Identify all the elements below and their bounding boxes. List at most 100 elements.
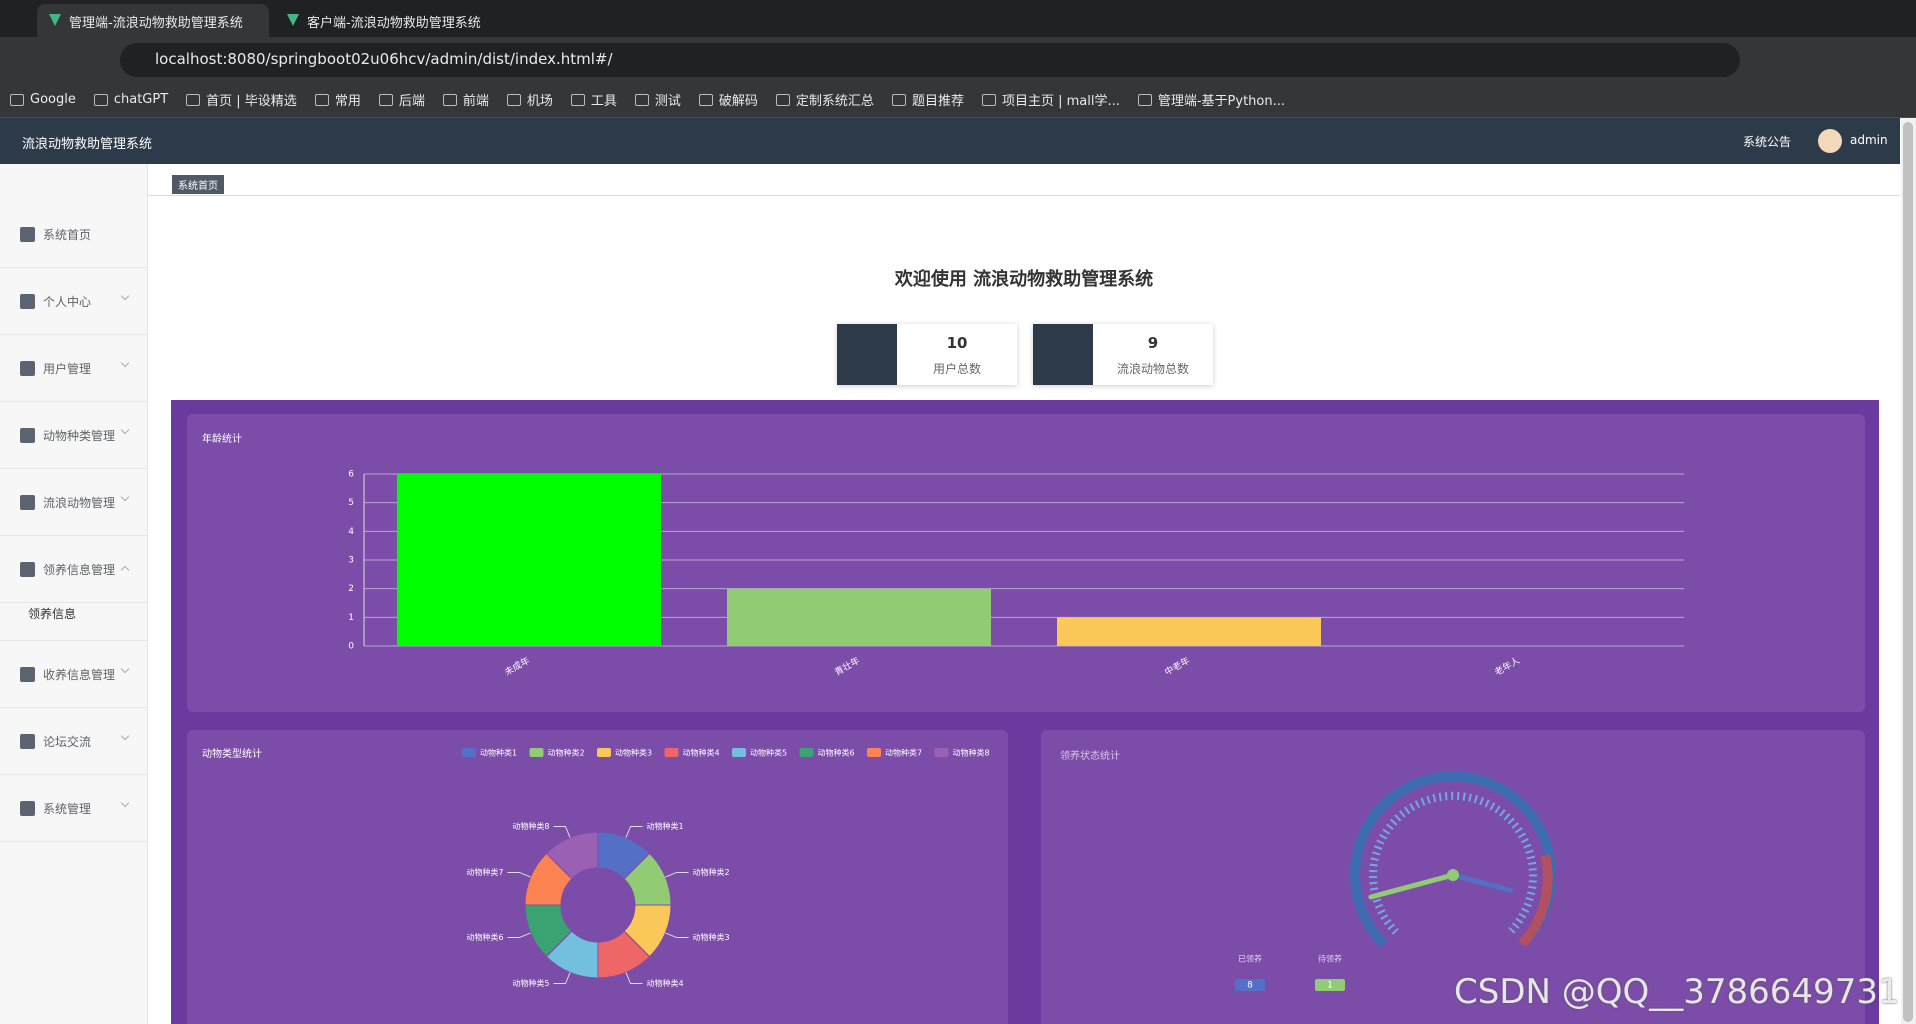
menu-label: 领养信息管理 bbox=[43, 563, 116, 577]
menu-icon bbox=[20, 562, 35, 577]
bookmark-label: 项目主页 | mall学... bbox=[1001, 94, 1120, 109]
bar bbox=[397, 474, 661, 646]
label-line bbox=[625, 972, 643, 985]
bar bbox=[727, 588, 991, 646]
menu-label: 动物种类管理 bbox=[43, 429, 116, 443]
bar bbox=[1057, 617, 1321, 646]
chevron bbox=[120, 798, 130, 808]
bookmark[interactable]: 项目主页 | mall学... bbox=[981, 90, 1120, 109]
menu-label: 收养信息管理 bbox=[43, 668, 116, 682]
gauge-center bbox=[1447, 869, 1459, 881]
slice-label: 动物种类7 bbox=[466, 867, 503, 877]
bookmark-label: 后端 bbox=[398, 94, 425, 109]
label-line bbox=[553, 825, 571, 838]
bookmarks: Google chatGPT 首页 | 毕设精选 常用 后端 前端 机场 工具 测试 破解码 定制系… bbox=[10, 90, 1285, 109]
bookmark-label: 常用 bbox=[334, 94, 361, 109]
menu-item[interactable]: 系统管理 bbox=[0, 775, 147, 842]
legend-label: 已领养 bbox=[1238, 954, 1262, 964]
user-name[interactable]: admin bbox=[1850, 133, 1888, 147]
y-tick-label: 3 bbox=[348, 556, 354, 566]
bookmark[interactable]: 后端 bbox=[378, 90, 425, 109]
bookmark[interactable]: chatGPT bbox=[93, 90, 168, 109]
label-line bbox=[507, 871, 531, 878]
submenu-item[interactable]: 领养信息 bbox=[0, 603, 147, 641]
slice-label: 动物种类3 bbox=[693, 932, 730, 942]
bookmark[interactable]: Google bbox=[10, 90, 76, 109]
bookmark[interactable]: 定制系统汇总 bbox=[775, 90, 874, 109]
breadcrumb-divider bbox=[148, 195, 1900, 196]
chart-title: 动物类型统计 bbox=[202, 747, 262, 760]
bookmark[interactable]: 测试 bbox=[634, 90, 681, 109]
menu-label: 流浪动物管理 bbox=[43, 496, 116, 510]
menu-item[interactable]: 个人中心 bbox=[0, 268, 147, 335]
avatar[interactable] bbox=[1818, 129, 1842, 153]
url[interactable]: localhost:8080/springboot02u06hcv/admin/… bbox=[155, 50, 613, 68]
breadcrumb[interactable]: 系统首页 bbox=[172, 175, 224, 194]
bookmark[interactable]: 首页 | 毕设精选 bbox=[186, 90, 297, 109]
bookmark[interactable]: 管理端-基于Python... bbox=[1137, 90, 1286, 109]
menu-item[interactable]: 系统首页 bbox=[0, 201, 147, 268]
address-bar[interactable] bbox=[120, 43, 1740, 77]
bookmark-icon bbox=[314, 93, 329, 106]
app-title: 流浪动物救助管理系统 bbox=[22, 137, 153, 152]
legend-swatch bbox=[867, 748, 881, 757]
menu-icon bbox=[20, 801, 35, 816]
tab-title: 管理端-流浪动物救助管理系统 bbox=[69, 16, 243, 31]
bookmark-icon bbox=[634, 93, 649, 106]
y-tick-label: 6 bbox=[348, 470, 354, 480]
bookmark[interactable]: 工具 bbox=[570, 90, 617, 109]
menu-item[interactable]: 流浪动物管理 bbox=[0, 469, 147, 536]
badge-value: 8 bbox=[1247, 981, 1253, 991]
bookmark-label: 管理端-基于Python... bbox=[1157, 94, 1286, 109]
label-line bbox=[665, 871, 689, 878]
bookmark-icon bbox=[506, 93, 521, 106]
menu-item[interactable]: 领养信息管理 bbox=[0, 536, 147, 603]
menu-item[interactable]: 论坛交流 bbox=[0, 708, 147, 775]
slice-label: 动物种类5 bbox=[512, 978, 549, 988]
stat-card: 9 流浪动物总数 bbox=[1033, 324, 1213, 385]
chart-title: 领养状态统计 bbox=[1060, 749, 1120, 762]
bookmark[interactable]: 常用 bbox=[314, 90, 361, 109]
browser-tab[interactable]: 管理端-流浪动物救助管理系统 bbox=[37, 4, 269, 37]
slice-label: 动物种类6 bbox=[466, 932, 503, 942]
menu: 系统首页 个人中心用户管理动物种类管理 流浪动物管理 领养信息管理领养信息收养信息管理… bbox=[0, 201, 147, 842]
bookmark[interactable]: 破解码 bbox=[698, 90, 758, 109]
tab-title: 客户端-流浪动物救助管理系统 bbox=[307, 16, 481, 31]
value-badge bbox=[1235, 979, 1265, 991]
legend-label: 动物种类6 bbox=[818, 748, 855, 758]
legend-swatch bbox=[597, 748, 611, 757]
bookmark-label: 工具 bbox=[590, 94, 617, 109]
bookmark-label: 前端 bbox=[462, 94, 489, 109]
menu-label: 用户管理 bbox=[43, 362, 92, 376]
menu-item[interactable]: 收养信息管理 bbox=[0, 641, 147, 708]
chevron bbox=[120, 731, 130, 741]
chart-title: 年龄统计 bbox=[202, 432, 242, 445]
legend-label: 动物种类4 bbox=[683, 748, 720, 758]
bookmark[interactable]: 前端 bbox=[442, 90, 489, 109]
gauge-needle bbox=[1368, 872, 1456, 900]
slice-label: 动物种类2 bbox=[693, 867, 730, 877]
scrollbar-thumb[interactable] bbox=[1903, 122, 1913, 1022]
legend-swatch bbox=[799, 748, 814, 757]
badge-value: 1 bbox=[1327, 981, 1333, 991]
slice-label: 动物种类1 bbox=[647, 821, 684, 831]
bookmark-icon bbox=[10, 93, 24, 106]
label-line bbox=[553, 972, 571, 985]
menu-icon bbox=[20, 495, 35, 510]
stat-value: 10 bbox=[946, 334, 968, 352]
legend-label: 动物种类3 bbox=[615, 748, 652, 758]
menu-item[interactable]: 用户管理 bbox=[0, 335, 147, 402]
bookmark-icon bbox=[442, 93, 457, 106]
menu-item[interactable]: 动物种类管理 bbox=[0, 402, 147, 469]
bookmark[interactable]: 机场 bbox=[506, 90, 553, 109]
gauge-inner-arc bbox=[1369, 791, 1537, 935]
browser-tab[interactable]: 客户端-流浪动物救助管理系统 bbox=[275, 4, 507, 37]
bookmark-label: 机场 bbox=[526, 94, 553, 109]
legend-label: 动物种类5 bbox=[750, 748, 787, 758]
legend-swatch bbox=[529, 748, 544, 757]
bookmark[interactable]: 题目推荐 bbox=[891, 90, 964, 109]
bookmark-icon bbox=[698, 93, 713, 106]
notice[interactable]: 系统公告 bbox=[1743, 135, 1792, 149]
